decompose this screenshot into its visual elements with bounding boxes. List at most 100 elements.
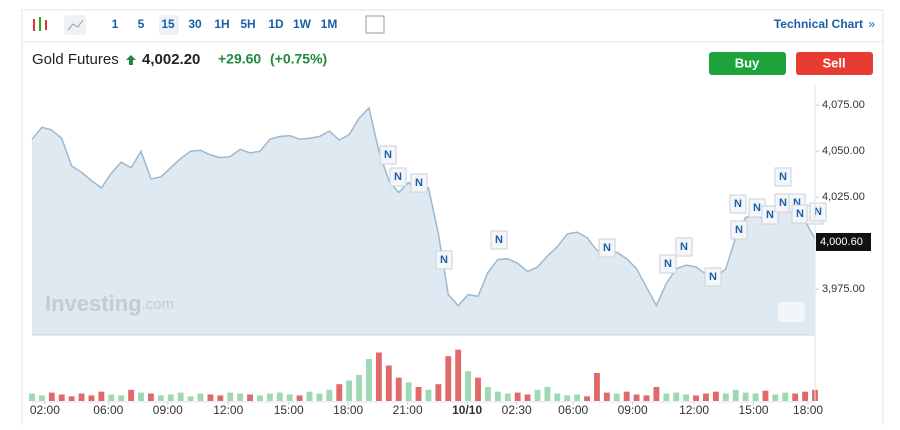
x-tick-label: 02:30	[502, 403, 532, 417]
news-flag-label: N	[664, 258, 672, 270]
instrument-title: Gold Futures	[32, 51, 119, 68]
x-tick-label: 15:00	[274, 403, 304, 417]
volume-bar	[653, 387, 660, 401]
news-flag-box	[729, 194, 747, 214]
settings-icon[interactable]	[365, 15, 385, 34]
x-tick-label: 12:00	[679, 403, 709, 417]
news-flag[interactable]: N	[435, 250, 453, 270]
volume-bar	[296, 395, 303, 401]
interval-button[interactable]: 15	[161, 17, 175, 31]
volume-bar	[187, 396, 194, 401]
volume-bar	[68, 396, 75, 401]
interval-button[interactable]: 1	[112, 17, 119, 31]
news-flag[interactable]: N	[730, 220, 748, 240]
x-tick-label: 06:00	[93, 403, 123, 417]
news-flag-label: N	[779, 171, 787, 183]
volume-bar	[38, 395, 45, 401]
volume-bar	[762, 390, 769, 401]
news-flag[interactable]: N	[761, 205, 779, 225]
news-flag[interactable]: N	[675, 237, 693, 257]
volume-bar	[703, 393, 709, 401]
sell-button[interactable]	[796, 52, 873, 75]
news-flag-box	[389, 167, 407, 187]
interval-button[interactable]: 30	[188, 17, 202, 31]
volume-bar	[266, 393, 273, 401]
volume-bar	[207, 394, 214, 401]
volume-bar	[673, 392, 680, 401]
news-flag[interactable]: N	[791, 204, 809, 224]
volume-bar	[415, 387, 422, 401]
candle-icon[interactable]	[33, 17, 47, 31]
news-flag[interactable]: N	[410, 173, 428, 193]
volume-bar	[514, 392, 521, 401]
news-flag-box	[704, 267, 722, 287]
volume-bar	[366, 359, 372, 401]
volume-bar	[385, 365, 392, 401]
volume-bar	[544, 387, 551, 401]
news-flag[interactable]: N	[598, 238, 616, 258]
watermark: Investing.com	[45, 291, 174, 316]
news-flag[interactable]: N	[729, 194, 747, 214]
reset-button[interactable]	[778, 302, 805, 322]
volume-bar	[534, 389, 541, 401]
news-flag[interactable]: N	[659, 254, 677, 274]
news-flag-box	[774, 167, 792, 187]
volume-bar	[613, 393, 620, 401]
volume-bar	[257, 395, 263, 401]
x-tick-label: 18:00	[333, 403, 363, 417]
volume-bar	[237, 393, 244, 401]
x-tick-label: 06:00	[558, 403, 588, 417]
news-flag-label: N	[709, 271, 717, 283]
news-flag[interactable]: N	[389, 167, 407, 187]
volume-bar	[445, 356, 452, 401]
interval-button[interactable]: 1H	[214, 17, 229, 31]
volume-bar	[742, 392, 749, 401]
news-flag[interactable]: N	[809, 202, 827, 222]
volume-bar	[435, 384, 442, 401]
volume-bar	[316, 393, 323, 401]
last-price-box	[816, 232, 871, 251]
volume-bar	[643, 395, 650, 401]
change: +29.60	[218, 51, 261, 67]
volume-bar	[782, 392, 789, 401]
news-flag[interactable]: N	[774, 167, 792, 187]
x-tick-label: 02:00	[30, 403, 60, 417]
volume-bar	[484, 387, 491, 401]
y-tick-label: 4,050.00	[822, 145, 865, 157]
news-flag[interactable]: N	[490, 230, 508, 250]
volume-bar	[148, 393, 154, 401]
more-arrow[interactable]: »	[868, 17, 875, 31]
volume-bar	[78, 393, 85, 401]
news-flag[interactable]: N	[704, 267, 722, 287]
interval-button[interactable]: 1M	[321, 17, 338, 31]
buy-button[interactable]	[709, 52, 786, 75]
news-flag-label: N	[603, 242, 611, 254]
volume-bar	[752, 393, 759, 401]
buy-label[interactable]: Buy	[735, 55, 760, 70]
news-flag-box	[490, 230, 508, 250]
technical-chart-link[interactable]: Technical Chart	[774, 17, 863, 31]
volume-bar	[693, 395, 699, 401]
volume-bar	[732, 389, 739, 401]
last-price-label: 4,000.60	[820, 236, 863, 248]
x-tick-label: 15:00	[739, 403, 769, 417]
news-flag-box	[379, 145, 397, 165]
volume-bar	[405, 382, 412, 401]
volume-bar	[465, 371, 472, 401]
volume-bar	[494, 391, 501, 401]
sell-label[interactable]: Sell	[822, 55, 845, 70]
news-flag[interactable]: N	[379, 145, 397, 165]
news-flag-label: N	[734, 198, 742, 210]
volume-bar	[772, 394, 779, 401]
x-tick-label: 21:00	[393, 403, 423, 417]
interval-button[interactable]: 1D	[268, 17, 284, 31]
x-tick-label: 09:00	[618, 403, 648, 417]
volume-bar	[157, 395, 164, 401]
interval-button[interactable]: 5	[138, 17, 145, 31]
volume-bar	[58, 394, 65, 401]
interval-button[interactable]: 5H	[240, 17, 255, 31]
volume-bar	[356, 374, 363, 401]
interval-button[interactable]: 1W	[293, 17, 312, 31]
volume-bar	[802, 391, 809, 401]
